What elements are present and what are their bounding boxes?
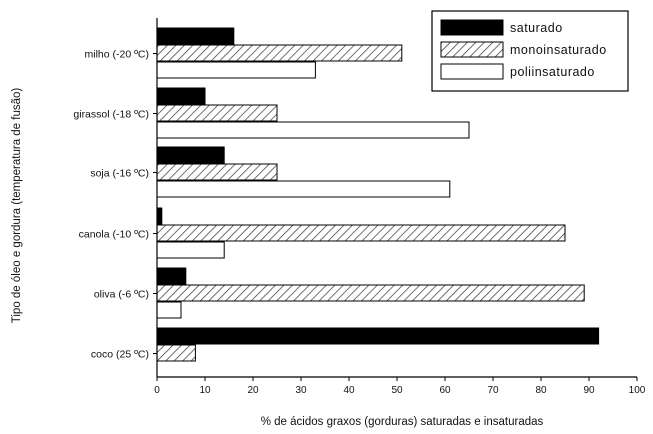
- x-tick-label: 80: [535, 385, 547, 396]
- bar-saturado: [156, 327, 600, 345]
- x-tick-label: 70: [487, 385, 499, 396]
- x-tick-label: 30: [295, 385, 307, 396]
- bar-monoinsaturado: [156, 284, 585, 302]
- bar-poliinsaturado: [156, 61, 316, 79]
- bar-saturado: [156, 267, 187, 285]
- x-tick-label: 10: [199, 385, 211, 396]
- category-label: coco (25 ºC): [91, 349, 149, 361]
- legend: saturado monoinsaturado poliinsaturado: [431, 10, 629, 92]
- x-tick-label: 60: [439, 385, 451, 396]
- x-tick-label: 100: [629, 385, 646, 396]
- bar-poliinsaturado: [156, 180, 451, 198]
- bar-monoinsaturado: [156, 163, 278, 181]
- category-labels: milho (-20 ºC) girassol (-18 ºC) soja (-16…: [73, 49, 149, 361]
- bar-saturado: [156, 27, 235, 45]
- bar-saturado: [156, 87, 206, 105]
- x-axis-title: % de ácidos graxos (gorduras) saturadas …: [261, 416, 544, 428]
- bar-monoinsaturado: [156, 344, 196, 362]
- legend-swatch-monoinsaturado: [440, 41, 504, 58]
- legend-label-saturado: saturado: [510, 21, 563, 35]
- legend-label-poliinsaturado: poliinsaturado: [510, 65, 595, 79]
- legend-swatch-poliinsaturado: [440, 63, 504, 80]
- bar-saturado: [156, 146, 225, 164]
- bar-monoinsaturado: [156, 224, 566, 242]
- x-tick-labels: 0 10 20 30 40 50 60 70 80 90 100: [154, 385, 646, 396]
- y-axis-title: Tipo de óleo e gordura (temperatura de f…: [11, 88, 23, 324]
- bar-monoinsaturado: [156, 104, 278, 122]
- category-label: milho (-20 ºC): [84, 49, 149, 61]
- bar-poliinsaturado: [156, 121, 470, 139]
- legend-swatch-saturado: [440, 19, 504, 36]
- bar-poliinsaturado: [156, 301, 182, 319]
- bar-monoinsaturado: [156, 44, 403, 62]
- x-tick-label: 0: [154, 385, 160, 396]
- legend-label-monoinsaturado: monoinsaturado: [510, 43, 607, 57]
- axes: [153, 18, 638, 381]
- y-axis-title-group: Tipo de óleo e gordura (temperatura de f…: [11, 88, 23, 324]
- bar-saturado: [156, 207, 163, 225]
- category-label: girassol (-18 ºC): [73, 109, 149, 121]
- x-tick-label: 90: [583, 385, 595, 396]
- bar-poliinsaturado: [156, 241, 225, 259]
- category-label: soja (-16 ºC): [90, 168, 149, 180]
- category-label: canola (-10 ºC): [79, 229, 149, 241]
- x-tick-label: 20: [247, 385, 259, 396]
- category-label: oliva (-6 ºC): [94, 289, 149, 301]
- x-tick-label: 40: [343, 385, 355, 396]
- x-tick-label: 50: [391, 385, 403, 396]
